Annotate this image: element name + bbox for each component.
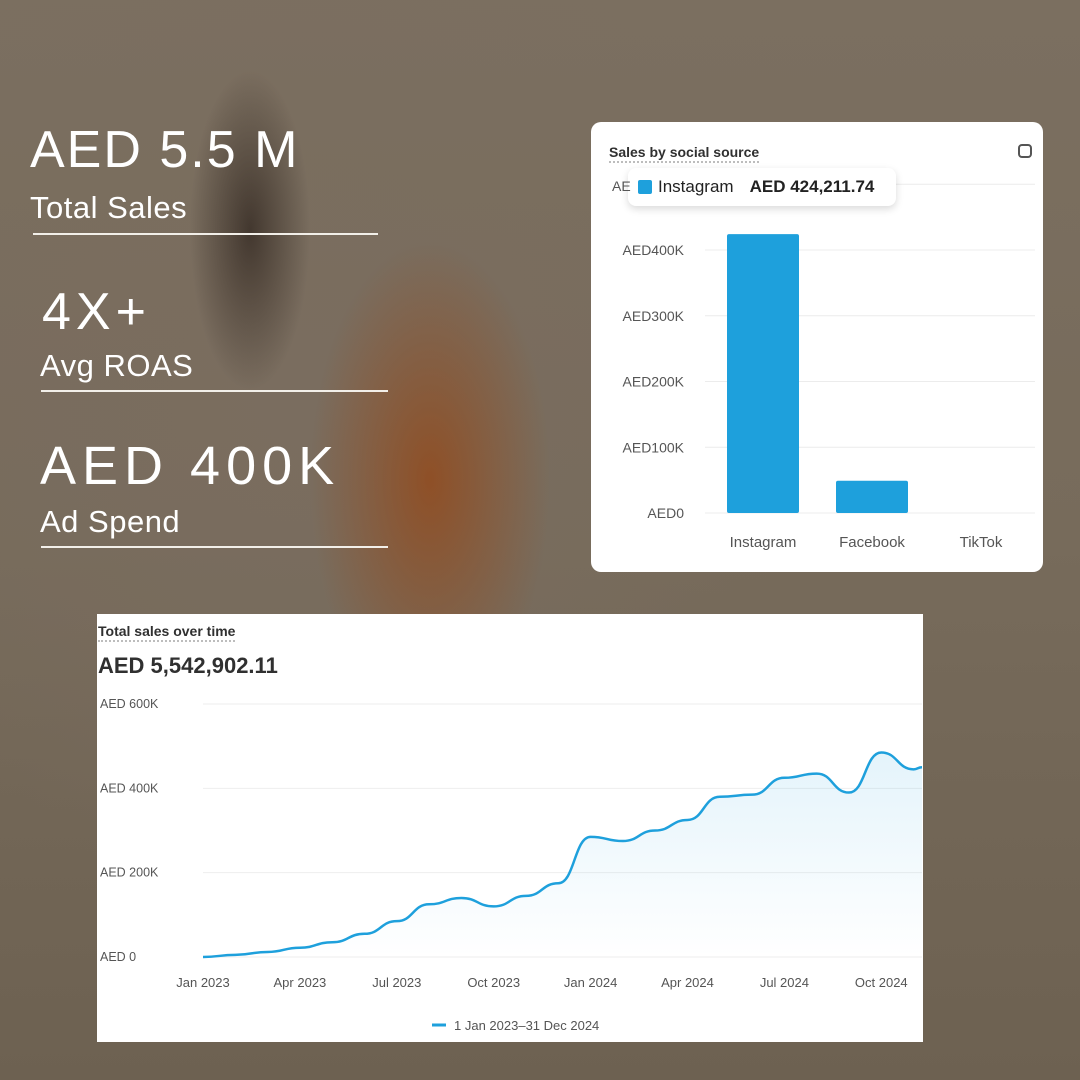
line-chart-title: Total sales over time xyxy=(98,623,236,642)
tooltip-value: AED 424,211.74 xyxy=(749,177,875,196)
divider xyxy=(41,546,388,548)
divider xyxy=(41,390,388,392)
bar-tooltip: Instagram AED 424,211.74 xyxy=(628,168,896,206)
total-sales-value: AED 5.5 M xyxy=(30,121,300,179)
avg-roas-label: Avg ROAS xyxy=(40,348,194,383)
hidden-tick-label: AE xyxy=(612,178,631,194)
ad-spend-label: Ad Spend xyxy=(40,504,181,539)
avg-roas-value: 4X+ xyxy=(42,283,151,341)
tooltip-series: Instagram xyxy=(658,177,734,196)
total-sales-label: Total Sales xyxy=(30,190,188,225)
divider xyxy=(33,233,378,235)
bar-chart-title: Sales by social source xyxy=(609,144,760,163)
total-sales-amount: AED 5,542,902.11 xyxy=(98,653,278,678)
ad-spend-value: AED 400K xyxy=(40,436,341,496)
instagram-swatch xyxy=(638,180,652,194)
chart-zoom-icon[interactable] xyxy=(1018,144,1032,158)
